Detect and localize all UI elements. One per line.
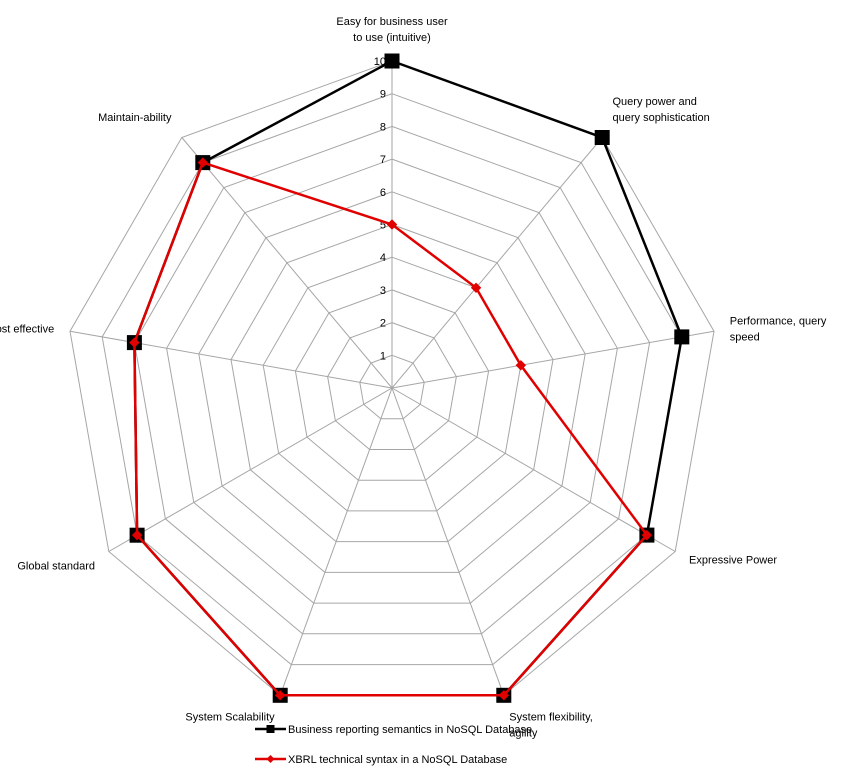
axis-label: Expressive Power (689, 555, 777, 567)
axis-spoke (108, 387, 393, 552)
axis-labels: Easy for business user to use (intuitive)… (0, 16, 827, 739)
series-line (133, 59, 684, 697)
legend-label: XBRL technical syntax in a NoSQL Databas… (288, 754, 507, 766)
axis-spoke (279, 387, 393, 696)
axis-label: speed (730, 331, 760, 343)
axis-label: to use (intuitive) (353, 32, 431, 44)
axis-spoke (391, 387, 676, 552)
axis-label: System flexibility, (509, 711, 593, 723)
grid-ring (294, 289, 490, 481)
axis-label: Global standard (17, 561, 95, 573)
data-point-marker (274, 690, 286, 701)
tick-label: 8 (380, 121, 386, 133)
axis-label: Cost effective (0, 323, 54, 335)
axis-label: Maintain-ability (98, 112, 172, 124)
legend-swatch-marker (266, 725, 275, 733)
grid-ring (101, 93, 683, 666)
radar-spokes (69, 61, 715, 696)
data-point-marker (515, 360, 527, 371)
tick-label: 7 (380, 154, 386, 166)
axis-spoke (391, 330, 715, 389)
grid-ring (133, 125, 651, 635)
data-point-marker (384, 53, 400, 69)
tick-label: 5 (380, 220, 386, 232)
legend-label: Business reporting semantics in NoSQL Da… (288, 724, 532, 736)
data-point-marker (641, 529, 653, 541)
axis-spoke (391, 137, 603, 389)
grid-ring (327, 322, 457, 450)
axis-spoke (181, 137, 393, 389)
tick-label: 6 (380, 187, 386, 199)
tick-label: 4 (380, 252, 386, 264)
tick-label: 3 (380, 285, 386, 297)
grid-ring (198, 191, 586, 573)
axis-label: Performance, query (730, 315, 827, 327)
data-point-marker (131, 529, 143, 541)
data-point-marker (386, 219, 398, 230)
data-point-marker (129, 337, 140, 348)
axis-label: query sophistication (613, 112, 710, 124)
axis-label: Easy for business user (336, 16, 448, 28)
data-point-marker (498, 690, 510, 701)
grid-ring (166, 158, 618, 604)
tick-label: 1 (380, 350, 386, 362)
legend: Business reporting semantics in NoSQL Da… (255, 724, 532, 766)
tick-label: 9 (380, 89, 386, 101)
data-point-marker (674, 329, 690, 345)
data-point-marker (470, 282, 482, 294)
grid-ring (230, 223, 554, 543)
radar-grid (69, 60, 715, 696)
data-series (126, 53, 690, 703)
series-line (133, 161, 649, 697)
grid-ring (359, 354, 425, 420)
legend-swatch-marker (266, 755, 275, 763)
axis-label: Query power and (613, 96, 697, 108)
data-point-marker (197, 157, 209, 168)
data-point-marker (594, 130, 610, 145)
axis-label: System Scalability (185, 711, 275, 723)
axis-label: agility (509, 727, 538, 739)
tick-label: 2 (380, 318, 386, 330)
axis-spoke (69, 330, 393, 389)
axis-spoke (391, 387, 505, 696)
